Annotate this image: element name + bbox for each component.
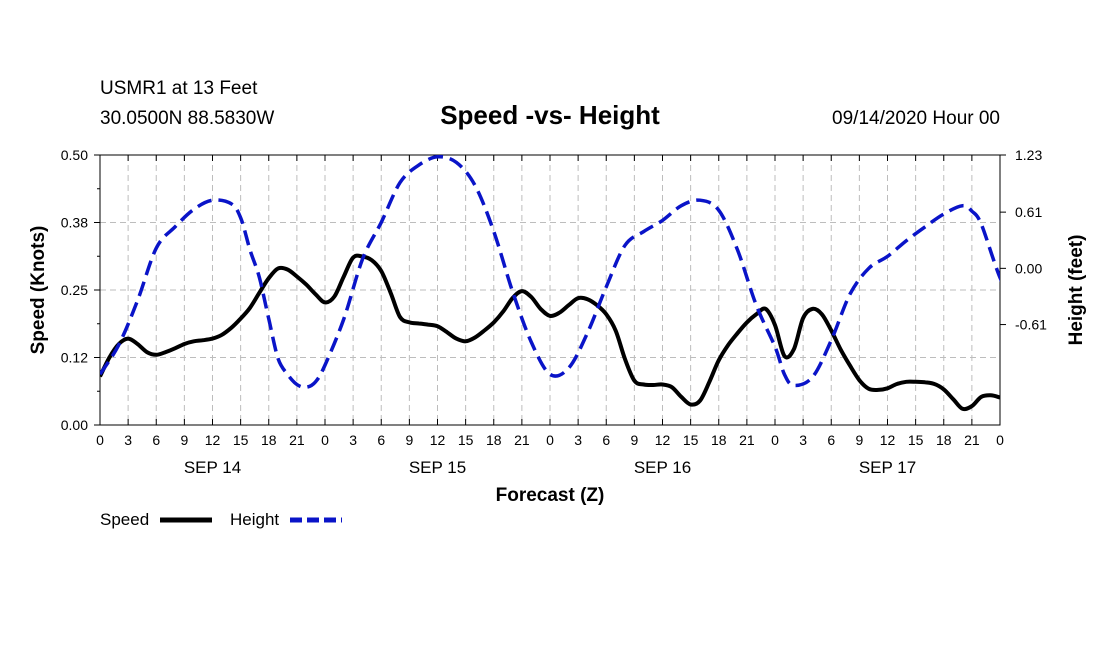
- x-tick-label: 0: [96, 432, 104, 448]
- y-right-tick-label: -0.61: [1015, 317, 1047, 333]
- y-left-tick-label: 0.12: [61, 350, 88, 366]
- x-tick-label: 9: [855, 432, 863, 448]
- y-left-tick-label: 0.25: [61, 282, 88, 298]
- tick-labels: 0 3 6 9 12 15 18 21 0 3 6 9 12 15 18 21 0 3 6 9 12 15 18 21 0 3 6 9…: [61, 147, 1047, 477]
- x-tick-label: 15: [908, 432, 924, 448]
- x-tick-label: 3: [799, 432, 807, 448]
- x-tick-label: 15: [683, 432, 699, 448]
- x-tick-label: 18: [711, 432, 727, 448]
- x-tick-label: 18: [936, 432, 952, 448]
- y-right-tick-label: 0.61: [1015, 204, 1042, 220]
- forecast-date: 09/14/2020 Hour 00: [832, 108, 1000, 129]
- y-left-axis-title: Speed (Knots): [28, 226, 49, 355]
- x-tick-label: 21: [289, 432, 305, 448]
- day-label: SEP 16: [634, 458, 691, 477]
- y-right-tick-label: 1.23: [1015, 147, 1042, 163]
- day-label: SEP 17: [859, 458, 916, 477]
- chart-title: Speed -vs- Height: [440, 100, 660, 130]
- legend-speed-label: Speed: [100, 510, 149, 529]
- x-tick-label: 12: [430, 432, 446, 448]
- x-tick-label: 3: [349, 432, 357, 448]
- series-lines: [100, 157, 1038, 409]
- height-series-line: [100, 157, 1038, 388]
- x-tick-label: 0: [321, 432, 329, 448]
- day-label: SEP 14: [184, 458, 241, 477]
- x-tick-label: 12: [880, 432, 896, 448]
- x-tick-label: 6: [377, 432, 385, 448]
- x-tick-label: 0: [771, 432, 779, 448]
- coordinates-label: 30.0500N 88.5830W: [100, 108, 274, 129]
- x-tick-label: 18: [261, 432, 277, 448]
- legend: Speed Height: [100, 510, 342, 529]
- x-tick-label: 15: [458, 432, 474, 448]
- x-tick-label: 0: [996, 432, 1004, 448]
- y-left-tick-label: 0.00: [61, 417, 88, 433]
- x-tick-label: 21: [514, 432, 530, 448]
- x-tick-label: 6: [827, 432, 835, 448]
- y-left-tick-label: 0.50: [61, 147, 88, 163]
- speed-vs-height-chart: USMR1 at 13 Feet 30.0500N 88.5830W Speed…: [0, 0, 1100, 650]
- x-tick-label: 0: [546, 432, 554, 448]
- x-tick-label: 9: [405, 432, 413, 448]
- x-tick-label: 6: [152, 432, 160, 448]
- speed-series-line: [100, 256, 1019, 410]
- x-tick-label: 12: [655, 432, 671, 448]
- x-tick-label: 3: [124, 432, 132, 448]
- x-tick-label: 6: [602, 432, 610, 448]
- x-axis-title: Forecast (Z): [496, 485, 605, 506]
- y-right-tick-label: 0.00: [1015, 260, 1042, 276]
- x-tick-label: 9: [630, 432, 638, 448]
- x-tick-label: 21: [739, 432, 755, 448]
- x-tick-label: 21: [964, 432, 980, 448]
- x-tick-label: 9: [180, 432, 188, 448]
- x-tick-label: 15: [233, 432, 249, 448]
- legend-height-label: Height: [230, 510, 279, 529]
- day-label: SEP 15: [409, 458, 466, 477]
- y-right-axis-title: Height (feet): [1066, 235, 1087, 346]
- station-label: USMR1 at 13 Feet: [100, 78, 258, 99]
- x-tick-label: 3: [574, 432, 582, 448]
- x-tick-label: 12: [205, 432, 221, 448]
- x-tick-label: 18: [486, 432, 502, 448]
- y-left-tick-label: 0.38: [61, 215, 88, 231]
